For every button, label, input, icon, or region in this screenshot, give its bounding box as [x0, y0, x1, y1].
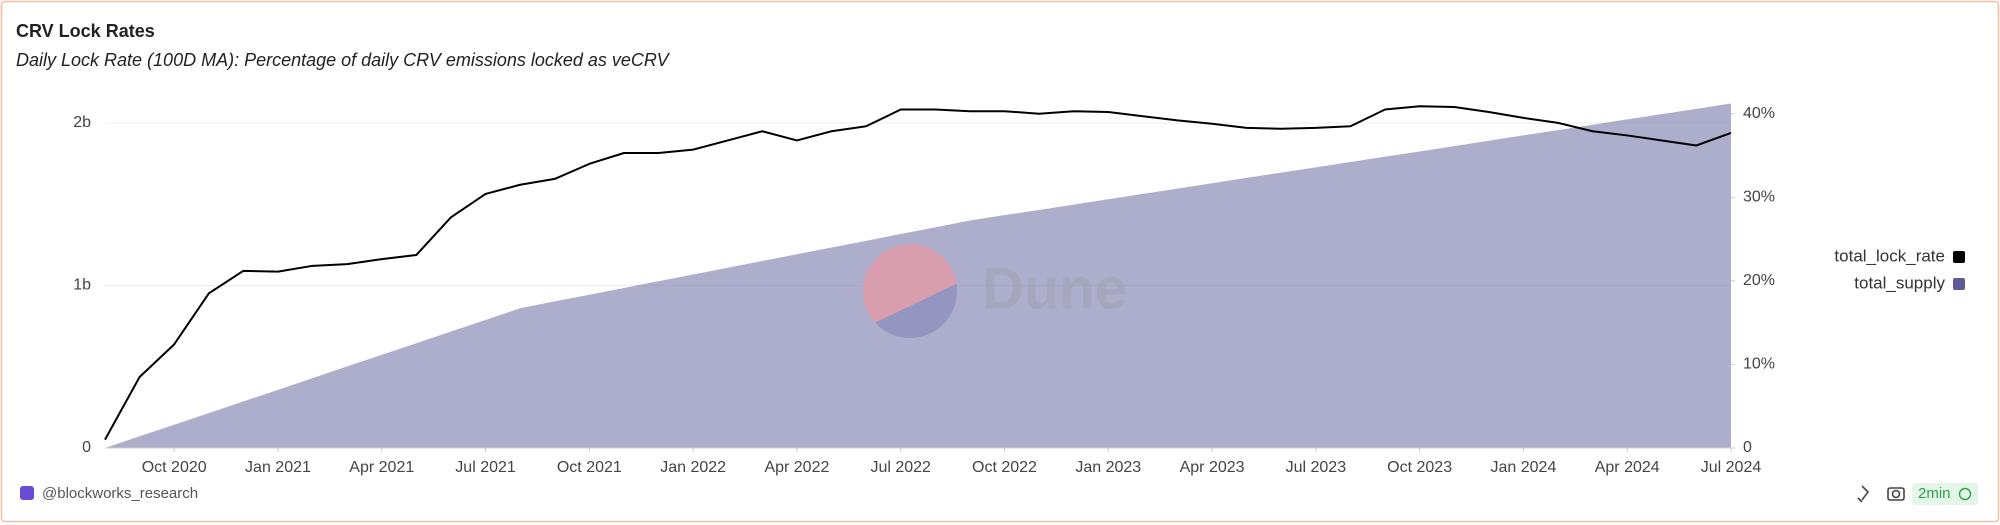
x-tick-label: Oct 2020 [142, 459, 207, 476]
refresh-time: 2min [1918, 485, 1951, 502]
legend-label: total_lock_rate [1834, 246, 1945, 265]
x-tick-label: Jul 2022 [870, 459, 931, 476]
y2-tick-label: 30% [1743, 189, 1775, 206]
legend-label: total_supply [1854, 273, 1945, 292]
x-tick-label: Jul 2021 [455, 459, 516, 476]
author[interactable]: @blockworks_research [42, 485, 198, 502]
x-tick-label: Jan 2023 [1075, 459, 1141, 476]
x-tick-label: Oct 2022 [972, 459, 1037, 476]
x-tick-label: Jul 2023 [1286, 459, 1347, 476]
action-icons [1857, 485, 1905, 503]
x-tick-label: Apr 2021 [349, 459, 414, 476]
share-icon[interactable] [1857, 485, 1870, 503]
x-tick-label: Jan 2022 [660, 459, 726, 476]
camera-icon[interactable] [1887, 487, 1905, 501]
x-tick-label: Jan 2021 [245, 459, 311, 476]
chart-title: CRV Lock Rates [16, 21, 155, 41]
refresh-pill[interactable] [1912, 483, 1978, 505]
watermark-text: Dune [982, 256, 1127, 321]
legend-swatch [1953, 251, 1965, 263]
x-tick-label: Jan 2024 [1491, 459, 1557, 476]
y2-tick-label: 10% [1743, 356, 1775, 373]
watermark-logo-bottom [863, 282, 957, 338]
x-tick-label: Oct 2021 [557, 459, 622, 476]
x-tick-label: Oct 2023 [1387, 459, 1452, 476]
y2-tick-label: 0 [1743, 439, 1752, 456]
x-tick-label: Apr 2024 [1595, 459, 1660, 476]
watermark: Dune [863, 244, 1127, 338]
y-tick-label: 1b [73, 277, 91, 294]
x-tick-label: Apr 2023 [1180, 459, 1245, 476]
y-tick-label: 0 [82, 439, 91, 456]
refresh-check [1958, 487, 1972, 501]
y2-tick-label: 40% [1743, 105, 1775, 122]
chart-subtitle: Daily Lock Rate (100D MA): Percentage of… [16, 50, 671, 70]
y2-tick-label: 20% [1743, 272, 1775, 289]
legend-swatch [1953, 278, 1965, 290]
y-tick-label: 2b [73, 114, 91, 131]
line [104, 105, 1732, 441]
x-tick-label: Apr 2022 [764, 459, 829, 476]
author-icon [20, 486, 34, 500]
x-tick-label: Jul 2024 [1701, 459, 1762, 476]
